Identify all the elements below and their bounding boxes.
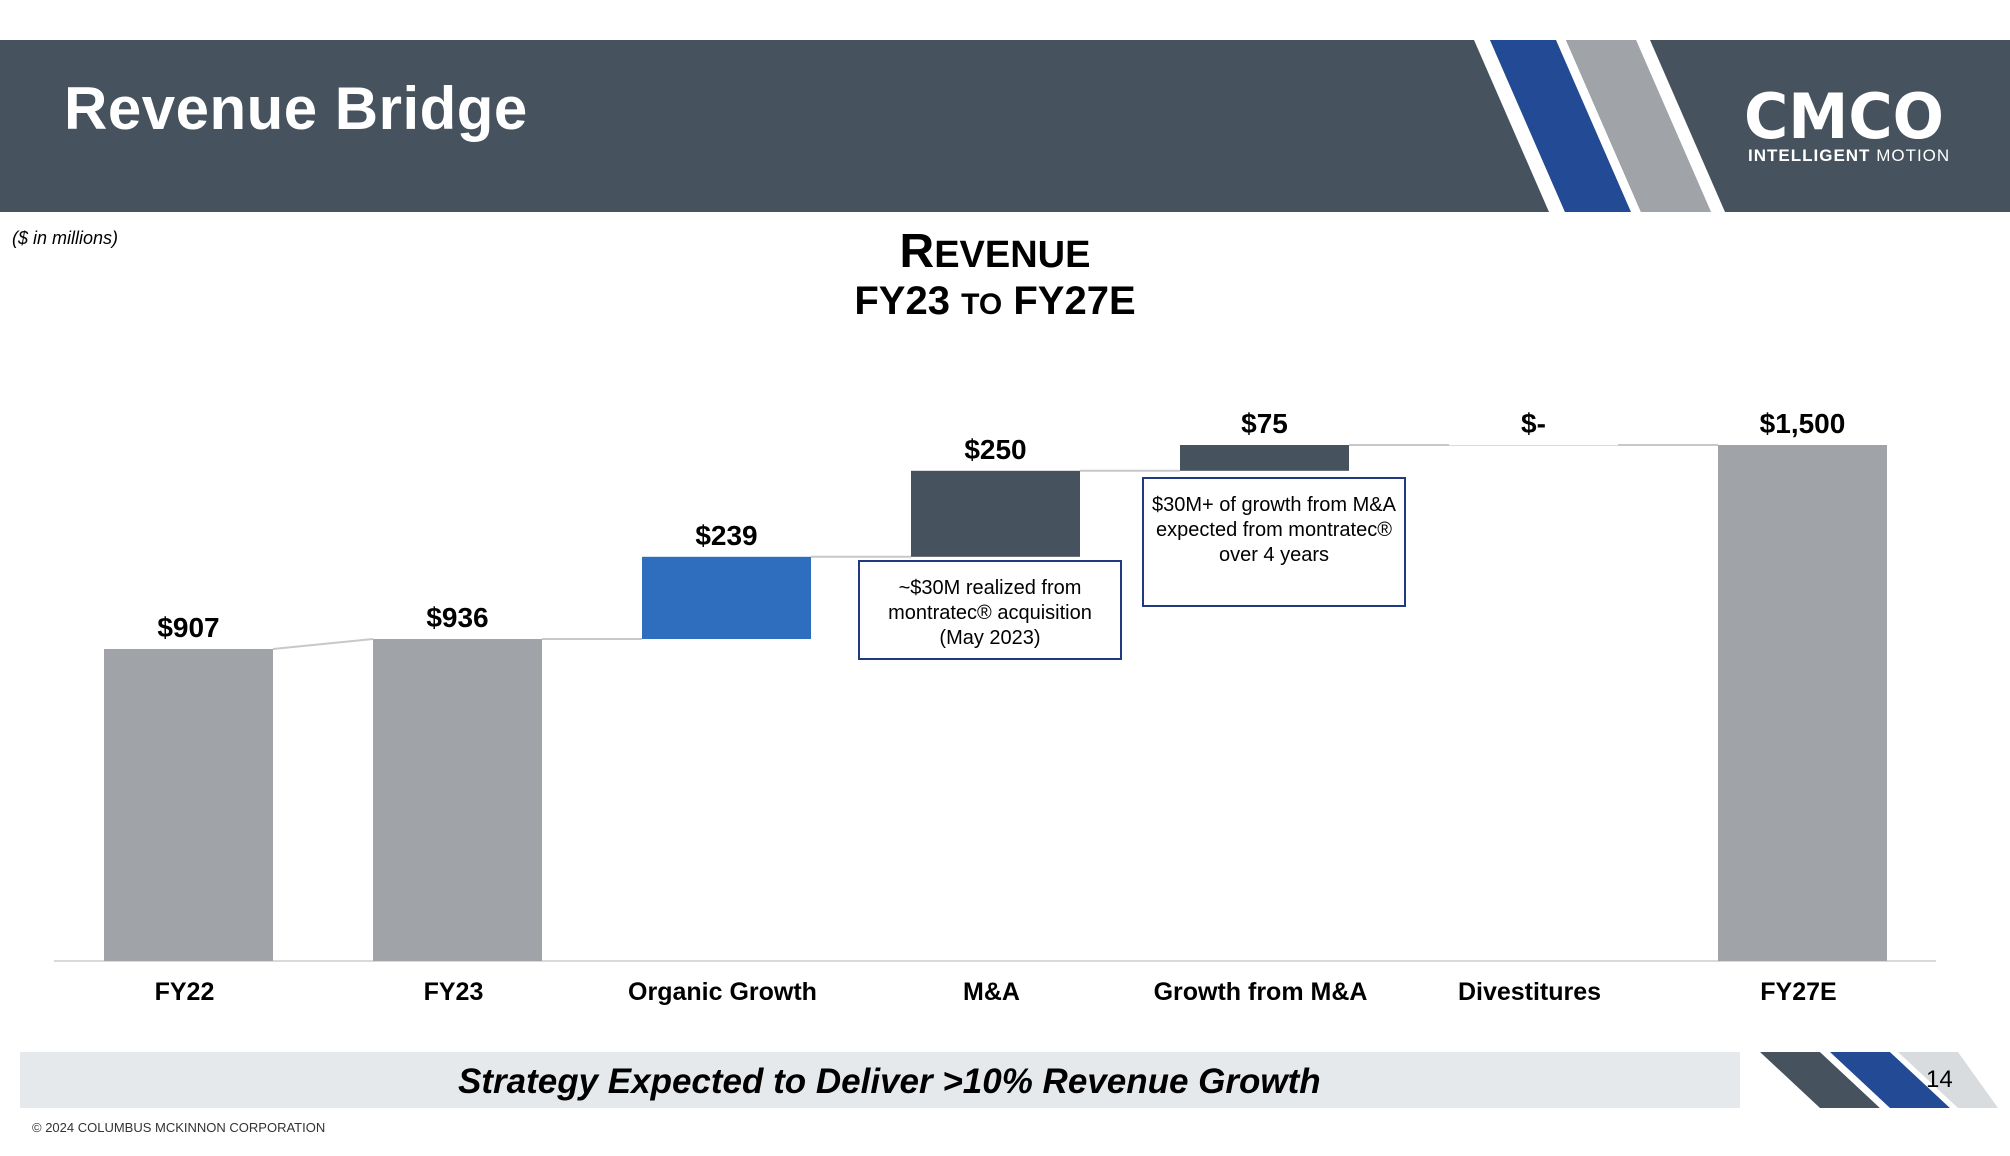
chart-title: REVENUE FY23 TO FY27E: [854, 225, 1136, 323]
data-label: $250: [964, 434, 1026, 465]
bar-m-a: [911, 470, 1080, 557]
svg-text:CMCO: CMCO: [1744, 84, 1944, 144]
data-label: $936: [426, 602, 488, 633]
logo-wordmark: CMCO: [1744, 84, 1944, 144]
connector-lines: [272, 444, 1718, 650]
category-label: M&A: [963, 978, 1020, 1006]
bars: [104, 445, 1887, 961]
bar-divestitures: [1449, 445, 1618, 446]
category-label: Divestitures: [1458, 978, 1601, 1006]
bar-fy27e: [1718, 445, 1887, 961]
category-labels: FY22 FY23 Organic Growth M&A Growth from M&A…: [155, 978, 1837, 1006]
logo-tagline: INTELLIGENT MOTION: [1748, 146, 1951, 165]
category-label: FY23: [424, 978, 484, 1006]
bar-fy23: [373, 639, 542, 961]
data-label: $1,500: [1760, 408, 1846, 439]
footer-tagline: Strategy Expected to Deliver >10% Revenu…: [458, 1062, 1321, 1101]
bar-growth-from-m-a: [1180, 445, 1349, 471]
header-stripes: [1474, 40, 1725, 212]
bar-organic-growth: [642, 556, 811, 640]
waterfall-chart: $907 $936 $239 $250 $75 $- $1,500 FY22 FY23 Orga…: [54, 408, 1936, 1006]
data-label: $75: [1241, 408, 1288, 439]
category-label: Organic Growth: [628, 978, 817, 1006]
bar-fy22: [104, 648, 273, 961]
connector-line: [272, 638, 374, 650]
company-logo: CMCO INTELLIGENT MOTION: [1744, 84, 1954, 196]
footer-stripes: [1740, 1052, 1998, 1108]
callout-growth-from-ma: $30M+ of growth from M&A expected from m…: [1142, 477, 1406, 607]
data-label: $907: [157, 612, 219, 643]
category-label: Growth from M&A: [1154, 978, 1368, 1006]
data-label: $-: [1521, 408, 1546, 439]
page-number: 14: [1926, 1066, 1953, 1093]
category-label: FY22: [155, 978, 215, 1006]
copyright: © 2024 COLUMBUS MCKINNON CORPORATION: [32, 1120, 326, 1135]
data-label: $239: [695, 520, 757, 551]
data-labels: $907 $936 $239 $250 $75 $- $1,500: [157, 408, 1845, 643]
category-label: FY27E: [1760, 978, 1836, 1006]
page-title: Revenue Bridge: [64, 75, 528, 142]
callout-ma-acquisition: ~$30M realized from montratec® acquisiti…: [858, 560, 1122, 660]
units-note: ($ in millions): [12, 228, 119, 248]
header-banner: Revenue Bridge CMCO INTELLIGENT MOTION: [0, 40, 2010, 212]
footer-band: [20, 1052, 1740, 1108]
